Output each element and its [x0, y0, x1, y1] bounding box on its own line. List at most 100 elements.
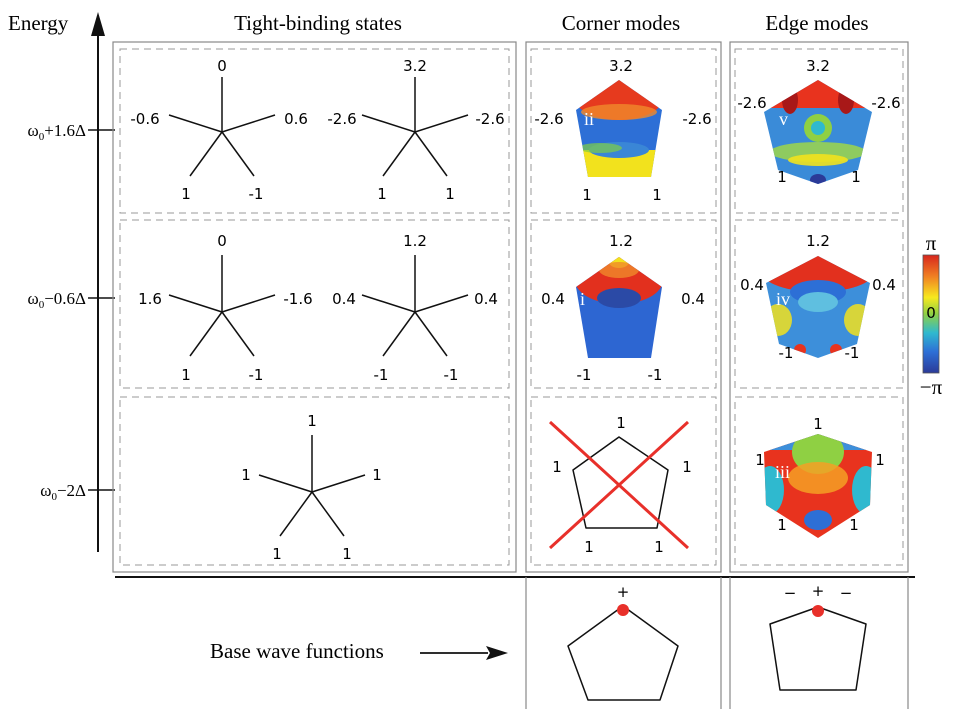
corner-labels-row2: 1.2 0.4 0.4 -1 -1: [541, 232, 705, 384]
svg-text:-1: -1: [648, 366, 663, 384]
svg-text:3.2: 3.2: [806, 57, 830, 75]
colorbar: [922, 254, 940, 374]
svg-text:1: 1: [181, 185, 191, 203]
corner-labels-row3: 1 1 1 1 1: [552, 414, 692, 556]
svg-text:0.4: 0.4: [541, 290, 565, 308]
svg-text:0.4: 0.4: [474, 290, 498, 308]
edge-labels-row2: 1.2 0.4 0.4 -1 -1: [740, 232, 896, 362]
corner-mode-row1: [576, 80, 662, 177]
corner-cross-row3: [548, 420, 690, 550]
svg-text:-1: -1: [249, 366, 264, 384]
base-arrow-head: [486, 646, 508, 660]
svg-text:1: 1: [272, 545, 282, 563]
edge-mode-id-row3: iii: [775, 462, 790, 482]
svg-text:1: 1: [584, 538, 594, 556]
svg-text:1.2: 1.2: [403, 232, 427, 250]
svg-text:3.2: 3.2: [609, 57, 633, 75]
svg-text:ω0−2Δ: ω0−2Δ: [40, 481, 86, 503]
svg-text:1: 1: [652, 186, 662, 204]
base-edge-pentagon: [769, 606, 867, 691]
svg-text:-2.6: -2.6: [737, 94, 766, 112]
energy-axis-arrowhead: [91, 12, 105, 36]
svg-text:-2.6: -2.6: [682, 110, 711, 128]
svg-text:1: 1: [307, 412, 317, 430]
column-title-corner: Corner modes: [562, 11, 680, 35]
svg-text:0: 0: [217, 57, 227, 75]
colorbar-min-label: −π: [920, 375, 943, 399]
svg-text:1: 1: [875, 451, 885, 469]
svg-text:-2.6: -2.6: [534, 110, 563, 128]
svg-text:1: 1: [445, 185, 455, 203]
svg-text:-1: -1: [249, 185, 264, 203]
svg-text:ω0+1.6Δ: ω0+1.6Δ: [28, 121, 87, 143]
column-title-tight-binding: Tight-binding states: [234, 11, 402, 35]
svg-text:1: 1: [377, 185, 387, 203]
svg-text:1: 1: [813, 415, 823, 433]
svg-text:0.6: 0.6: [284, 110, 308, 128]
svg-text:-1: -1: [577, 366, 592, 384]
base-edge-sign-left: −: [784, 584, 797, 602]
svg-text:1: 1: [777, 516, 787, 534]
tb-labels-row2-b: 1.2 0.4 0.4 -1 -1: [332, 232, 498, 384]
svg-text:0.4: 0.4: [740, 276, 764, 294]
tb-star-row2-a: [168, 255, 276, 357]
svg-text:1: 1: [755, 451, 765, 469]
base-corner-dot: [617, 604, 629, 616]
base-label: Base wave functions: [210, 639, 384, 663]
tb-labels-row3: 1 1 1 1 1: [241, 412, 382, 563]
svg-text:ω0−0.6Δ: ω0−0.6Δ: [28, 289, 87, 311]
svg-text:1: 1: [616, 414, 626, 432]
edge-mode-id-row2: iv: [776, 289, 790, 309]
svg-text:-1: -1: [444, 366, 459, 384]
svg-text:0.4: 0.4: [681, 290, 705, 308]
corner-labels-row1: 3.2 -2.6 -2.6 1 1: [534, 57, 711, 204]
svg-text:-0.6: -0.6: [130, 110, 159, 128]
base-corner-pentagon: [567, 605, 679, 701]
tb-labels-row2-a: 0 1.6 -1.6 1 -1: [138, 232, 313, 384]
svg-text:1: 1: [582, 186, 592, 204]
svg-text:0.4: 0.4: [872, 276, 896, 294]
tb-star-row1-a: [168, 77, 276, 177]
corner-pentagon-row3: [572, 436, 669, 529]
base-edge-dot: [812, 605, 824, 617]
svg-text:1: 1: [777, 168, 787, 186]
energy-tick-2: ω0−0.6Δ: [28, 289, 115, 311]
svg-text:1.2: 1.2: [609, 232, 633, 250]
corner-mode-id-row1: ii: [584, 109, 594, 129]
svg-text:-2.6: -2.6: [871, 94, 900, 112]
svg-text:-2.6: -2.6: [327, 110, 356, 128]
axis-title: Energy: [8, 11, 69, 35]
svg-text:-1: -1: [779, 344, 794, 362]
tb-star-row1-b: [361, 77, 469, 177]
svg-text:-1.6: -1.6: [283, 290, 312, 308]
edge-mode-id-row1: v: [779, 109, 788, 129]
panel-frames: [112, 41, 909, 573]
svg-text:3.2: 3.2: [403, 57, 427, 75]
svg-text:1: 1: [654, 538, 664, 556]
svg-text:1.2: 1.2: [806, 232, 830, 250]
edge-labels-row1: 3.2 -2.6 -2.6 1 1: [737, 57, 900, 186]
svg-text:1: 1: [552, 458, 562, 476]
colorbar-max-label: π: [926, 231, 937, 255]
svg-text:1: 1: [181, 366, 191, 384]
lower-column-lines: [525, 577, 909, 709]
base-corner-sign: +: [617, 583, 630, 601]
svg-text:-2.6: -2.6: [475, 110, 504, 128]
edge-mode-row3: [764, 434, 872, 538]
tb-star-row2-b: [361, 255, 469, 357]
svg-text:1: 1: [241, 466, 251, 484]
svg-text:0: 0: [217, 232, 227, 250]
edge-labels-row3: 1 1 1 1 1: [755, 415, 885, 534]
tb-labels-row1-b: 3.2 -2.6 -2.6 1 1: [327, 57, 504, 203]
base-edge-sign-right: −: [840, 584, 853, 602]
svg-text:1: 1: [342, 545, 352, 563]
svg-text:1: 1: [851, 168, 861, 186]
svg-text:-1: -1: [374, 366, 389, 384]
svg-text:0.4: 0.4: [332, 290, 356, 308]
energy-tick-3: ω0−2Δ: [40, 481, 115, 503]
base-edge-sign-center: +: [812, 582, 825, 600]
colorbar-mid-label: 0: [926, 304, 936, 322]
svg-text:1: 1: [372, 466, 382, 484]
column-title-edge: Edge modes: [765, 11, 868, 35]
